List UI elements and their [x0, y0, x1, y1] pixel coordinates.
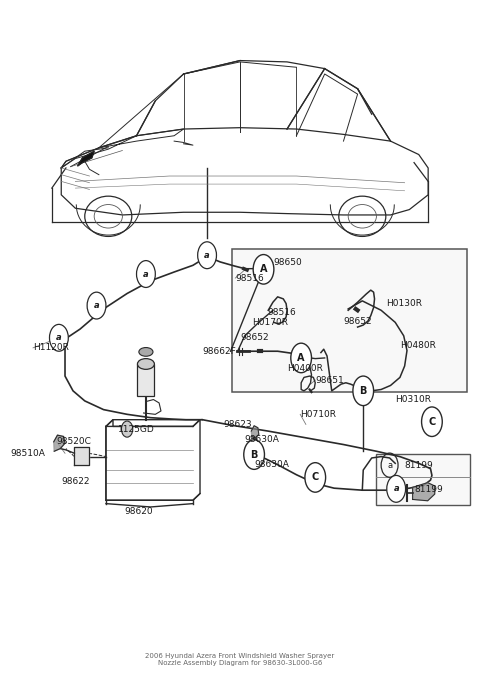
Text: 98652: 98652	[344, 316, 372, 325]
Text: a: a	[394, 484, 399, 493]
Text: 81199: 81199	[405, 460, 433, 470]
Polygon shape	[74, 447, 88, 464]
Circle shape	[198, 242, 216, 269]
Text: B: B	[360, 386, 367, 396]
Text: C: C	[312, 473, 319, 482]
Polygon shape	[413, 483, 435, 501]
Circle shape	[136, 260, 156, 288]
Text: H0170R: H0170R	[252, 318, 288, 327]
Circle shape	[244, 440, 264, 469]
Circle shape	[87, 292, 106, 319]
Text: 98622: 98622	[61, 477, 90, 486]
Circle shape	[253, 255, 274, 284]
Text: H0130R: H0130R	[386, 299, 422, 308]
Text: 98516: 98516	[235, 273, 264, 282]
Text: 98630A: 98630A	[254, 460, 289, 469]
Circle shape	[121, 421, 133, 437]
Text: a: a	[204, 251, 210, 260]
Text: H0710R: H0710R	[300, 410, 336, 419]
Text: a: a	[143, 269, 149, 279]
Polygon shape	[54, 435, 65, 451]
Text: H1120R: H1120R	[33, 343, 69, 352]
Text: B: B	[251, 449, 258, 460]
FancyBboxPatch shape	[137, 364, 155, 396]
Text: H0400R: H0400R	[287, 364, 323, 373]
Text: 98620: 98620	[124, 507, 153, 516]
Text: 98520C: 98520C	[57, 437, 91, 447]
Polygon shape	[312, 464, 321, 477]
Polygon shape	[78, 151, 94, 166]
Text: a: a	[387, 460, 392, 470]
Text: 98650: 98650	[273, 258, 301, 267]
Polygon shape	[252, 426, 259, 438]
Text: 98516: 98516	[267, 308, 296, 316]
Circle shape	[305, 462, 325, 493]
Text: H0310R: H0310R	[395, 395, 431, 404]
Text: C: C	[428, 416, 435, 427]
FancyBboxPatch shape	[231, 249, 467, 392]
Text: 1125GD: 1125GD	[118, 425, 155, 434]
Text: 2006 Hyundai Azera Front Windshield Washer Sprayer
Nozzle Assembly Diagram for 9: 2006 Hyundai Azera Front Windshield Wash…	[145, 653, 335, 666]
Text: A: A	[260, 264, 267, 274]
Text: 98652: 98652	[240, 333, 269, 342]
Circle shape	[291, 343, 312, 373]
Text: a: a	[56, 334, 62, 342]
Text: A: A	[298, 353, 305, 363]
Text: 98623: 98623	[224, 420, 252, 429]
Ellipse shape	[137, 359, 155, 369]
Text: 98510A: 98510A	[11, 449, 45, 458]
Text: H0480R: H0480R	[400, 340, 436, 349]
Ellipse shape	[139, 347, 153, 356]
Text: 98651: 98651	[315, 375, 344, 384]
Text: 98662F: 98662F	[203, 347, 236, 356]
FancyBboxPatch shape	[376, 454, 469, 505]
Text: a: a	[94, 301, 99, 310]
Text: 98630A: 98630A	[245, 435, 279, 444]
Circle shape	[387, 475, 406, 502]
Circle shape	[49, 325, 68, 351]
Circle shape	[421, 407, 442, 436]
Circle shape	[353, 376, 373, 406]
Text: 81199: 81199	[414, 485, 443, 494]
